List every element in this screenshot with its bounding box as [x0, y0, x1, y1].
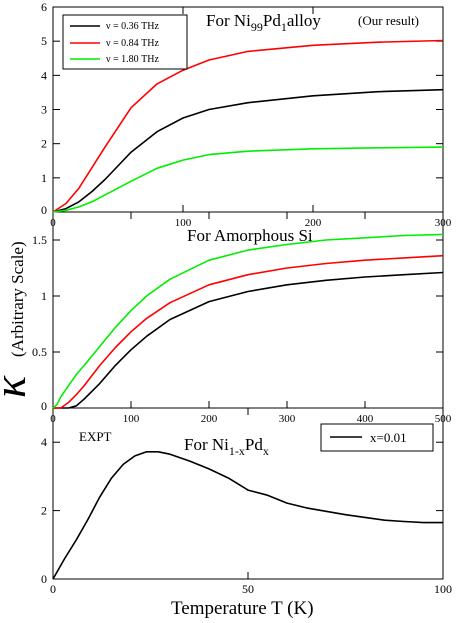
series-line-0-2	[52, 146, 444, 213]
y-tick-label: 0	[41, 399, 47, 413]
panel-1-legend: ν = 0.36 THz ν = 0.84 THz ν = 1.80 THz	[62, 14, 188, 70]
y-axis-label: (Arbitrary Scale)	[8, 241, 27, 357]
y-axis-kappa: κ	[0, 375, 35, 398]
panel-3-annotation: EXPT	[79, 429, 112, 444]
panel-2-title: For Amorphous Si	[187, 226, 313, 245]
y-tick-label: 4	[41, 68, 47, 82]
y-tick-label: 2	[41, 504, 47, 518]
panel-3-legend: x=0.01	[320, 423, 434, 452]
legend-item-x001: x=0.01	[370, 430, 407, 445]
x-tick-label: 400	[357, 413, 374, 425]
legend-item-0-84: ν = 0.84 THz	[106, 38, 159, 49]
x-tick-label: 100	[434, 582, 452, 596]
legend-item-1-80: ν = 1.80 THz	[106, 54, 159, 65]
series-line-2-0	[52, 450, 443, 580]
series-line-0-0	[52, 88, 444, 213]
y-tick-label: 1.5	[32, 233, 47, 247]
x-tick-label: 100	[123, 413, 140, 425]
y-tick-label: 0	[41, 203, 47, 217]
y-tick-label: 3	[41, 103, 47, 117]
y-tick-label: 1	[41, 289, 47, 303]
x-tick-label: 500	[435, 413, 452, 425]
x-tick-label: 0	[50, 217, 56, 229]
x-tick-label: 100	[175, 217, 192, 229]
y-tick-label: 4	[41, 435, 47, 449]
y-tick-label: 1	[41, 171, 47, 185]
panel-1-title-note: (Our result)	[358, 13, 419, 28]
y-tick-label: 5	[41, 34, 47, 48]
x-axis-label: Temperature T (K)	[171, 598, 314, 619]
x-tick-label: 200	[305, 217, 322, 229]
x-tick-label: 200	[201, 413, 218, 425]
x-tick-label: 0	[50, 582, 56, 596]
curves	[52, 39, 444, 580]
y-tick-label: 6	[41, 0, 47, 14]
series-line-1-1	[53, 254, 444, 409]
ticks	[52, 6, 444, 580]
y-tick-label: 0.5	[32, 345, 47, 359]
y-tick-label: 0	[41, 572, 47, 586]
panel-1-title: For Ni99Pd1alloy	[206, 11, 321, 34]
legend-item-0-36: ν = 0.36 THz	[106, 21, 159, 32]
x-tick-label: 300	[435, 217, 452, 229]
x-tick-label: 50	[242, 582, 254, 596]
panel-3-title: For Ni1-xPdx	[184, 435, 269, 458]
series-line-1-2	[52, 233, 444, 409]
y-tick-label: 2	[41, 137, 47, 151]
x-tick-label: 0	[50, 413, 56, 425]
series-line-0-1	[52, 39, 444, 213]
series-line-1-0	[53, 271, 444, 409]
x-tick-label: 300	[279, 413, 296, 425]
